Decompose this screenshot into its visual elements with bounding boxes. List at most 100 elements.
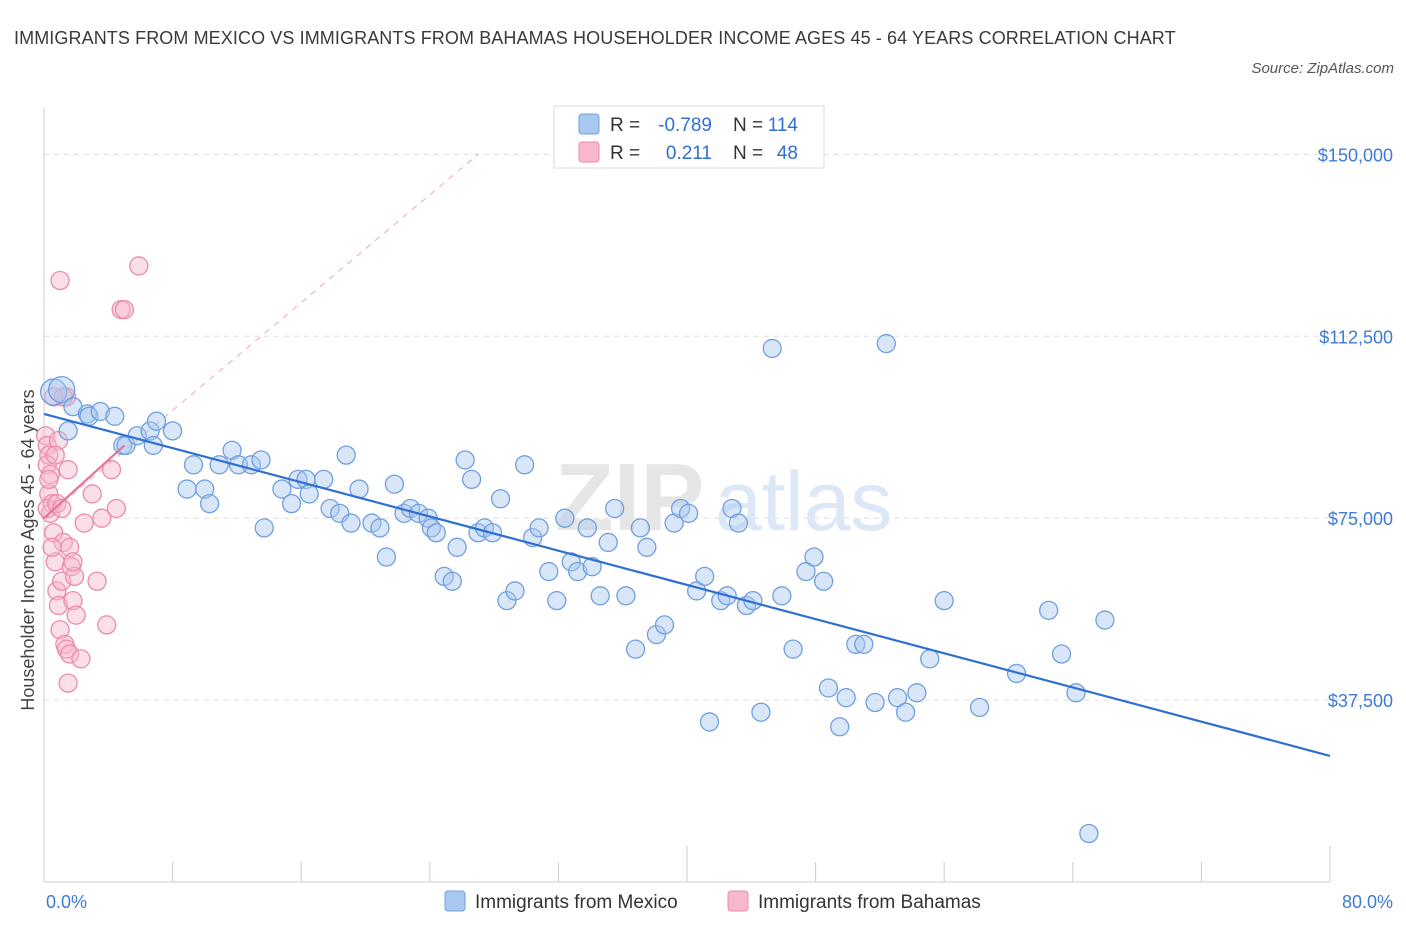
mexico-point — [105, 406, 125, 426]
mexico-point — [442, 571, 462, 591]
bahamas-point — [58, 460, 78, 480]
bahamas-point — [42, 537, 62, 557]
mexico-point — [539, 561, 559, 582]
mexico-point — [695, 566, 715, 587]
y-tick-label: $112,500 — [1319, 327, 1393, 347]
mexico-point — [426, 523, 446, 543]
mexico-trend-line — [43, 412, 1331, 757]
mexico-point — [934, 591, 954, 611]
y-tick-labels: $37,500 $75,000 $112,500 $150,000 — [1318, 145, 1393, 711]
legend-r-value-mexico: -0.789 — [658, 115, 712, 136]
mexico-point — [281, 493, 302, 514]
grid-lines — [44, 153, 1394, 701]
legend-r-label-bahamas: R = — [610, 143, 640, 164]
mexico-point — [447, 537, 467, 557]
mexico-point — [678, 503, 699, 523]
mexico-point — [830, 717, 850, 737]
bahamas-point — [71, 649, 91, 669]
mexico-point — [58, 421, 78, 441]
bahamas-point — [82, 484, 102, 504]
mexico-point — [887, 688, 908, 708]
mexico-point — [699, 712, 720, 732]
source-credit: Source: ZipAtlas.com — [1251, 60, 1394, 77]
mexico-point — [582, 557, 602, 577]
mexico-point — [505, 581, 525, 601]
mexico-point — [728, 513, 749, 533]
mexico-point — [590, 586, 610, 606]
mexico-point — [529, 518, 549, 538]
bahamas-point — [58, 673, 78, 693]
x-tick-label-min: 0.0% — [46, 892, 87, 912]
bahamas-extended-trend — [43, 153, 479, 519]
mexico-point — [920, 649, 940, 669]
mexico-point — [461, 469, 482, 490]
watermark-atlas: atlas — [715, 454, 892, 548]
bahamas-point — [64, 566, 85, 587]
bahamas-point — [50, 270, 70, 291]
mexico-point — [299, 484, 319, 504]
bahamas-point — [39, 445, 59, 465]
y-tick-label: $150,000 — [1318, 145, 1393, 165]
bahamas-point — [60, 644, 80, 664]
bahamas-point — [48, 430, 69, 451]
x-tick-labels: 0.0% 80.0% — [46, 892, 1393, 912]
mexico-point — [907, 683, 927, 703]
mexico-points — [39, 333, 1115, 844]
legend-n-value-bahamas: 48 — [777, 143, 798, 164]
mexico-point — [146, 411, 167, 431]
series-legend-swatch-bahamas — [727, 890, 749, 912]
mexico-point — [90, 401, 110, 422]
mexico-point — [796, 561, 816, 582]
mexico-point — [1095, 610, 1115, 630]
legend-n-value-mexico: 114 — [768, 115, 799, 136]
bahamas-point — [101, 460, 122, 480]
bahamas-point — [39, 469, 59, 490]
y-tick-label: $75,000 — [1328, 509, 1393, 529]
mexico-point — [490, 489, 511, 509]
mexico-point — [514, 455, 535, 475]
mexico-point — [48, 375, 76, 404]
mexico-point — [854, 634, 874, 654]
bahamas-point — [43, 523, 64, 543]
mexico-point — [376, 547, 397, 567]
mexico-point — [630, 518, 651, 538]
bahamas-point — [87, 571, 107, 591]
watermark: ZIP atlas — [555, 444, 892, 551]
mexico-point — [497, 591, 517, 611]
mexico-point — [568, 561, 588, 582]
mexico-point — [183, 455, 204, 475]
y-tick-label: $37,500 — [1328, 691, 1393, 711]
mexico-point — [561, 552, 581, 572]
mexico-point — [272, 479, 292, 499]
legend-swatch-bahamas — [578, 141, 600, 163]
mexico-point — [969, 697, 990, 718]
mexico-point — [654, 615, 675, 635]
bahamas-points — [35, 256, 149, 693]
trend-lines — [43, 412, 1331, 757]
bahamas-point — [74, 513, 94, 533]
bahamas-point — [66, 605, 86, 625]
bahamas-point — [47, 581, 67, 601]
mexico-point — [195, 479, 215, 499]
bahamas-point — [48, 595, 69, 616]
mexico-point — [598, 532, 618, 553]
mexico-point — [836, 688, 856, 708]
bahamas-point — [50, 620, 70, 640]
mexico-point — [251, 450, 271, 470]
mexico-point — [177, 479, 197, 499]
bahamas-trend-line — [43, 444, 126, 520]
mexico-point — [140, 421, 160, 441]
mexico-point — [1066, 683, 1086, 703]
bahamas-point — [45, 445, 65, 465]
bahamas-point — [63, 591, 83, 611]
mexico-point — [895, 702, 916, 722]
mexico-point — [783, 639, 803, 659]
bahamas-point — [92, 508, 112, 528]
watermark-zip: ZIP — [555, 444, 704, 551]
correlation-legend: R = -0.789 N = 114 R = 0.211 N = 48 — [553, 105, 825, 169]
mexico-point — [1079, 823, 1099, 844]
chart-title: IMMIGRANTS FROM MEXICO VS IMMIGRANTS FRO… — [14, 28, 1176, 48]
mexico-point — [637, 537, 657, 557]
mexico-point — [162, 421, 183, 441]
